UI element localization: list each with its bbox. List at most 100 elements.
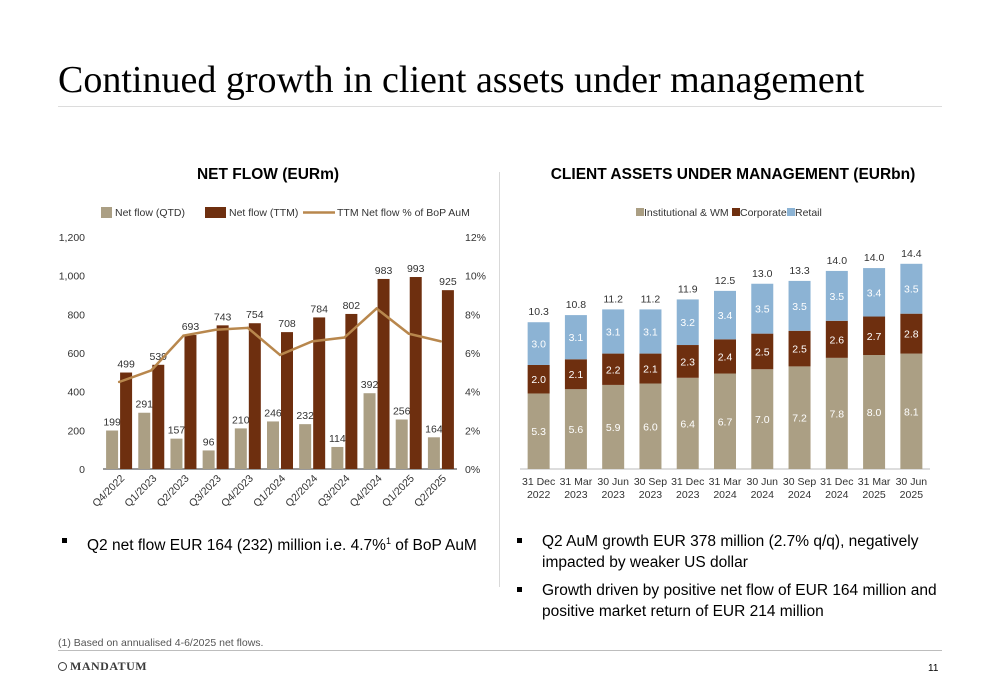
- segment-value-label: 7.2: [792, 413, 807, 425]
- line-point-pct: [439, 340, 443, 343]
- right-bullet-1-line-1: Q2 AuM growth EUR 378 million (2.7% q/q)…: [542, 533, 919, 550]
- segment-institutional-wm: [900, 353, 923, 469]
- x-tick-label-line1: 31 Dec: [820, 476, 853, 488]
- data-label-qtd: 199: [103, 417, 121, 429]
- x-tick-label-line1: 31 Mar: [560, 476, 593, 488]
- legend-label-institutional: Institutional & WM: [644, 207, 729, 219]
- total-value-label: 11.9: [678, 283, 698, 295]
- data-label-qtd: 96: [203, 436, 215, 448]
- x-tick-label: Q2/2025: [412, 473, 449, 510]
- y-tick-label: 400: [67, 387, 85, 399]
- y2-tick-label: 10%: [465, 271, 486, 283]
- line-point-pct: [278, 353, 282, 357]
- net-flow-legend: Net flow (QTD) Net flow (TTM) TTM Net fl…: [101, 207, 470, 219]
- y2-tick-label: 12%: [465, 232, 486, 244]
- legend-swatch-ttm: [205, 207, 226, 218]
- segment-institutional-wm: [714, 373, 736, 469]
- data-label-qtd: 291: [136, 399, 154, 411]
- bar-net-flow-ttm: [345, 313, 358, 469]
- segment-retail: [900, 263, 923, 314]
- x-tick-label-line1: 31 Mar: [858, 476, 891, 488]
- segment-value-label: 2.1: [643, 364, 658, 376]
- x-tick-label-line2: 2024: [751, 489, 775, 501]
- segment-retail: [602, 309, 625, 354]
- segment-value-label: 3.5: [904, 284, 919, 296]
- bar-net-flow-qtd: [363, 393, 376, 469]
- x-tick-label-line2: 2025: [900, 489, 924, 501]
- segment-retail: [863, 268, 886, 317]
- y2-tick-label: 8%: [465, 309, 480, 321]
- data-label-qtd: 392: [361, 379, 379, 391]
- x-tick-label-line2: 2024: [788, 489, 812, 501]
- segment-value-label: 2.7: [867, 331, 882, 343]
- data-label-qtd: 232: [296, 410, 314, 422]
- line-point-pct: [343, 336, 346, 339]
- total-value-label: 13.3: [789, 265, 810, 277]
- aum-chart-title: CLIENT ASSETS UNDER MANAGEMENT (EURbn): [551, 166, 916, 183]
- right-bullet-2-line-2: positive market return of EUR 214 millio…: [542, 603, 824, 620]
- data-label-qtd: 246: [264, 407, 282, 419]
- total-value-label: 10.3: [528, 306, 549, 318]
- segment-value-label: 5.6: [569, 424, 584, 436]
- segment-institutional-wm: [639, 383, 662, 469]
- x-tick-label-line2: 2022: [527, 489, 551, 501]
- bar-net-flow-qtd: [395, 419, 408, 469]
- data-label-ttm: 993: [407, 263, 425, 275]
- total-value-label: 11.2: [603, 293, 623, 305]
- total-value-label: 14.0: [827, 255, 848, 267]
- footnote: (1) Based on annualised 4-6/2025 net flo…: [58, 637, 264, 649]
- bar-net-flow-ttm: [441, 290, 454, 469]
- data-label-ttm: 802: [343, 300, 361, 312]
- right-bullet-1: Q2 AuM growth EUR 378 million (2.7% q/q)…: [517, 531, 937, 575]
- segment-corporate: [714, 339, 736, 374]
- segment-institutional-wm: [676, 377, 699, 469]
- segment-value-label: 2.2: [606, 364, 621, 376]
- net-flow-chart-title: NET FLOW (EURm): [197, 166, 339, 183]
- segment-corporate: [825, 320, 848, 358]
- bar-net-flow-ttm: [281, 332, 293, 469]
- data-label-qtd: 157: [168, 425, 186, 437]
- segment-retail: [788, 280, 811, 331]
- segment-value-label: 3.2: [680, 317, 695, 329]
- bar-net-flow-ttm: [152, 364, 165, 469]
- legend-swatch-corporate: [732, 208, 740, 216]
- bullet-marker: [517, 538, 522, 543]
- bar-net-flow-qtd: [138, 412, 151, 469]
- x-tick-label-line1: 30 Sep: [783, 476, 816, 488]
- x-tick-label-line1: 30 Jun: [597, 476, 629, 488]
- legend-label-pct: TTM Net flow % of BoP AuM: [337, 207, 470, 219]
- bar-net-flow-qtd: [267, 421, 279, 469]
- bar-net-flow-qtd: [234, 428, 247, 469]
- segment-value-label: 3.5: [792, 301, 807, 313]
- segment-value-label: 3.4: [718, 310, 733, 322]
- x-tick-label-line2: 2023: [602, 489, 626, 501]
- x-tick-label: Q1/2024: [251, 473, 288, 510]
- bar-net-flow-ttm: [216, 325, 229, 469]
- segment-retail: [676, 299, 699, 346]
- aum-chart: CLIENT ASSETS UNDER MANAGEMENT (EURbn) I…: [520, 166, 930, 501]
- bar-net-flow-qtd: [170, 438, 183, 469]
- segment-value-label: 2.1: [569, 369, 584, 381]
- data-label-qtd: 210: [232, 414, 250, 426]
- x-tick-label-line2: 2023: [564, 489, 588, 501]
- net-flow-chart: NET FLOW (EURm) Net flow (QTD) Net flow …: [59, 166, 486, 510]
- segment-value-label: 7.0: [755, 414, 770, 426]
- data-label-qtd: 164: [425, 423, 443, 435]
- bar-net-flow-qtd: [202, 450, 215, 469]
- data-label-ttm: 743: [214, 311, 232, 323]
- bullet-marker: [62, 538, 67, 543]
- left-bullet-text: Q2 net flow EUR 164 (232) million i.e. 4…: [87, 537, 386, 555]
- total-value-label: 11.2: [641, 293, 661, 305]
- segment-value-label: 3.5: [830, 291, 845, 303]
- bar-net-flow-ttm: [120, 372, 133, 469]
- x-tick-label-line2: 2024: [713, 489, 737, 501]
- left-bullet-text-end: of BoP AuM: [390, 537, 477, 555]
- x-tick-label-line1: 31 Mar: [709, 476, 742, 488]
- segment-corporate: [564, 359, 587, 390]
- line-point-pct: [407, 332, 410, 335]
- bar-net-flow-ttm: [409, 277, 422, 469]
- segment-corporate: [751, 333, 774, 370]
- left-bullet-footnote-mark: 1: [385, 536, 391, 546]
- segment-retail: [825, 270, 848, 321]
- y-tick-label: 600: [67, 348, 85, 360]
